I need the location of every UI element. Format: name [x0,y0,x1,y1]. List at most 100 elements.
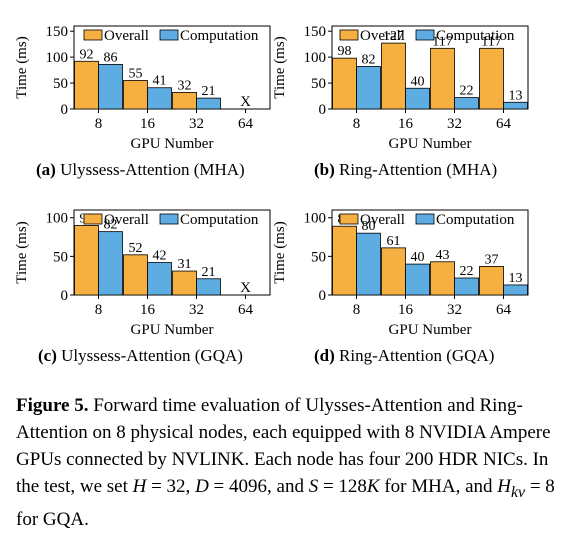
p4-bar-computation-64 [503,284,528,296]
p4-ytick-label-0: 0 [319,288,327,304]
p4-label-computation-8: 80 [362,219,376,234]
p4-bar-overall-8 [332,225,357,296]
p2-xtick-label-1: 16 [398,116,414,132]
figure-caption: Figure 5. Forward time evaluation of Uly… [16,392,556,533]
p4-label-overall-64: 37 [485,252,499,267]
p1-ytick-label-2: 100 [46,50,69,66]
figure-caption-text-2: for MHA, and [379,476,498,497]
p1-label-computation-16: 41 [153,74,167,89]
p3-bar-overall-16 [123,254,148,296]
subcaption-b-text: Ring-Attention (MHA) [339,160,498,179]
p2-ytick-label-0: 0 [319,102,327,118]
p2-bar-computation-64 [503,101,528,110]
subcaption-a: (a) Ulyssess-Attention (MHA) [36,160,245,180]
p3-annotation-0: X [240,280,251,296]
p3-bar-computation-32 [196,278,221,296]
p2-ytick-label-2: 100 [304,50,327,66]
p1-annotation-0: X [240,94,251,110]
p1-legend-swatch-overall [83,29,103,41]
p3-bar-computation-8 [98,231,123,296]
p4-bar-computation-32 [454,277,479,296]
p2-bar-overall-32 [430,47,455,110]
p4-legend-swatch-computation [415,213,435,225]
p4-bar-overall-16 [381,247,406,296]
p3-bar-overall-32 [172,270,197,296]
p4-xtick-label-2: 32 [447,302,462,318]
p1-legend-swatch-computation [159,29,179,41]
p2-label-computation-64: 13 [509,88,523,103]
p2-xtick-label-0: 8 [353,116,361,132]
p2-label-computation-16: 40 [411,74,425,89]
p3-ytick-label-2: 100 [46,211,69,227]
p2-legend-label-overall: Overall [360,28,405,44]
p2-legend-swatch-computation [415,29,435,41]
subcaption-d-label: (d) [314,346,335,365]
p1-legend-label-overall: Overall [104,28,149,44]
p2-legend-label-computation: Computation [436,28,515,44]
p3-legend-label-computation: Computation [180,212,259,228]
p2-bar-overall-16 [381,42,406,110]
sub-kv: kv [511,483,526,501]
p2-bar-computation-8 [356,66,381,110]
p1-bar-overall-32 [172,92,197,110]
p2-xlabel: GPU Number [389,136,472,152]
p3-ytick-label-1: 50 [53,249,68,265]
eq-s: = 128 [318,476,367,497]
p1-bar-overall-8 [74,60,99,110]
p3-label-computation-16: 42 [153,249,167,264]
p4-label-computation-64: 13 [509,271,523,286]
p4-label-computation-32: 22 [460,264,474,279]
p4-ytick-label-1: 50 [311,249,326,265]
p4-bar-overall-32 [430,261,455,296]
p4-legend-label-overall: Overall [360,212,405,228]
p1-ytick-label-1: 50 [53,76,68,92]
p2-xtick-label-2: 32 [447,116,462,132]
var-k: K [366,476,380,497]
p4-label-overall-16: 61 [387,234,401,249]
p1-bar-computation-32 [196,97,221,110]
p3-plot-frame [73,209,271,296]
figure-caption-label: Figure 5. [16,395,89,416]
p1-ylabel: Time (ms) [14,36,30,98]
p1-label-computation-32: 21 [202,84,216,99]
p1-legend-label-computation: Computation [180,28,259,44]
p1-label-computation-8: 86 [104,50,118,65]
var-s: S [308,476,319,497]
p4-bar-computation-16 [405,263,430,296]
subcaption-d-text: Ring-Attention (GQA) [339,346,495,365]
var-h: H [132,476,147,497]
p1-xtick-label-0: 8 [95,116,103,132]
p2-label-overall-16: 127 [383,29,404,44]
subcaption-c-text: Ulyssess-Attention (GQA) [61,346,243,365]
p4-legend-swatch-overall [339,213,359,225]
subcaption-b-label: (b) [314,160,335,179]
p1-bar-overall-16 [123,80,148,110]
subcaption-d: (d) Ring-Attention (GQA) [314,346,494,366]
p2-label-computation-32: 22 [460,84,474,99]
p2-bar-overall-8 [332,57,357,110]
p3-ylabel: Time (ms) [14,221,30,283]
p2-bar-computation-32 [454,97,479,110]
subcaption-b: (b) Ring-Attention (MHA) [314,160,497,180]
p1-xtick-label-3: 64 [238,116,254,132]
var-d: D [195,476,209,497]
p3-legend-swatch-computation [159,213,179,225]
p3-bar-computation-16 [147,262,172,296]
p3-label-computation-32: 21 [202,265,216,280]
p3-xtick-label-0: 8 [95,302,103,318]
p1-label-overall-8: 92 [80,47,94,62]
p4-bar-overall-64 [479,266,504,296]
subcaption-a-text: Ulyssess-Attention (MHA) [60,160,245,179]
p1-ytick-label-0: 0 [61,102,69,118]
p2-label-overall-64: 117 [481,34,501,49]
p4-xtick-label-1: 16 [398,302,414,318]
p1-xlabel: GPU Number [131,136,214,152]
p4-ytick-label-2: 100 [304,211,327,227]
p3-xtick-label-2: 32 [189,302,204,318]
p4-ylabel: Time (ms) [272,221,288,283]
p1-plot-frame [73,25,271,110]
p4-bar-computation-8 [356,232,381,296]
p3-ytick-label-0: 0 [61,288,69,304]
p2-bar-computation-16 [405,87,430,110]
